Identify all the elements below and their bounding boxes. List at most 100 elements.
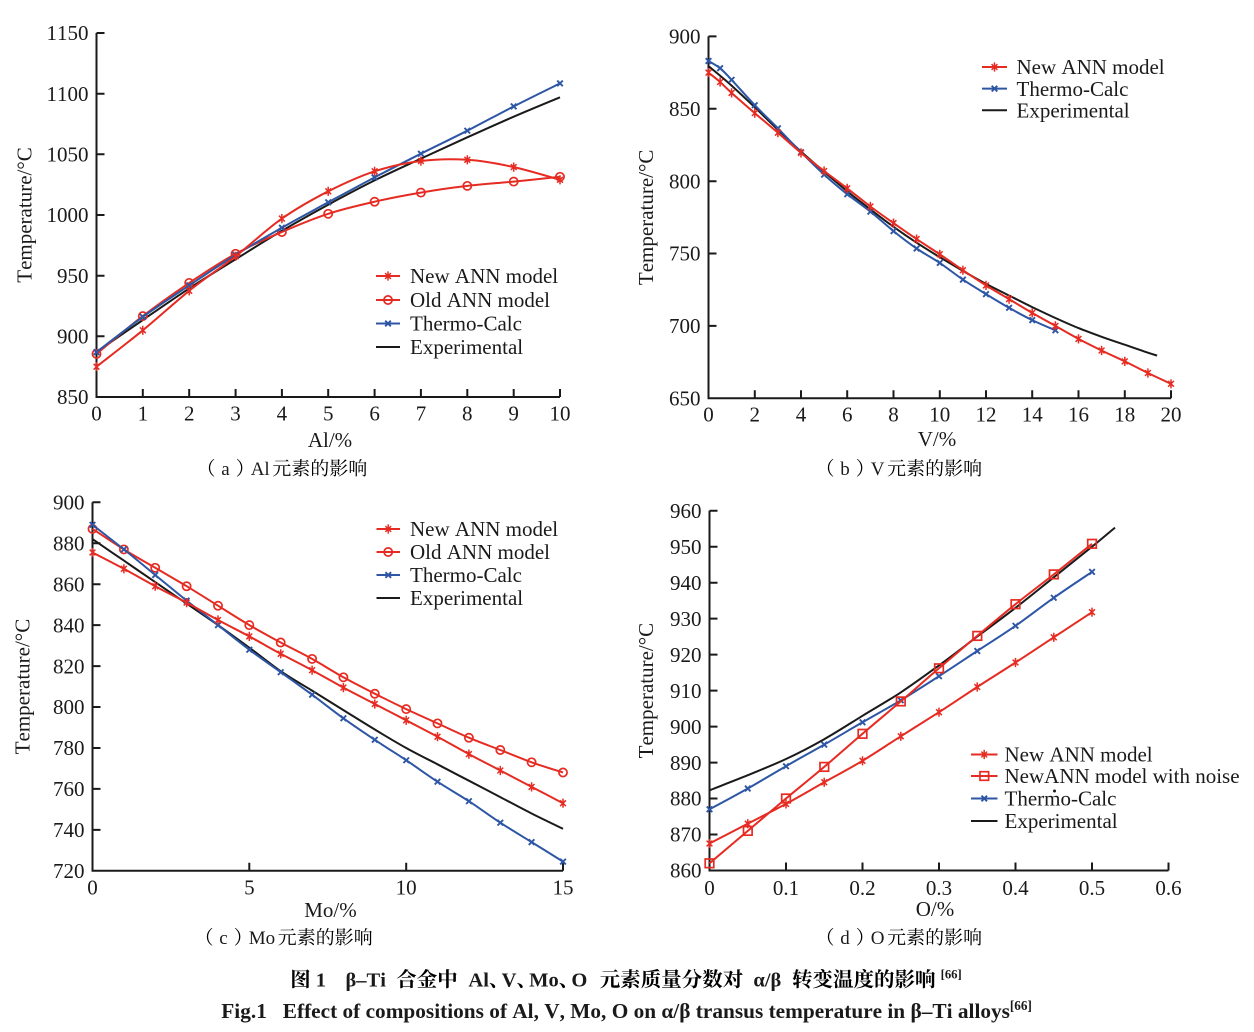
- svg-text:10: 10: [550, 402, 571, 426]
- svg-text:Old ANN model: Old ANN model: [410, 288, 550, 312]
- svg-text:Experimental: Experimental: [410, 586, 523, 610]
- svg-text:960: 960: [670, 499, 702, 523]
- svg-text:760: 760: [53, 777, 85, 801]
- svg-text:b: b: [840, 459, 850, 480]
- svg-text:New ANN model: New ANN model: [410, 264, 558, 288]
- svg-text:910: 910: [670, 679, 702, 703]
- svg-text:Temperature/°C: Temperature/°C: [11, 619, 35, 755]
- svg-text:0: 0: [704, 876, 715, 900]
- svg-text:20: 20: [1161, 403, 1182, 427]
- svg-text:18: 18: [1114, 403, 1135, 427]
- svg-text:V: V: [871, 459, 885, 480]
- svg-text:6: 6: [369, 402, 380, 426]
- svg-text:750: 750: [669, 242, 701, 266]
- svg-text:O/%: O/%: [916, 897, 955, 921]
- svg-text:0: 0: [91, 402, 102, 426]
- svg-text:of: of: [343, 999, 362, 1023]
- svg-text:780: 780: [53, 736, 85, 760]
- svg-text:870: 870: [670, 823, 702, 847]
- svg-text:V: V: [502, 970, 517, 992]
- svg-text:V,: V,: [544, 999, 565, 1023]
- svg-text:Thermo-Calc: Thermo-Calc: [1017, 77, 1129, 101]
- svg-text:Mo/%: Mo/%: [304, 898, 357, 922]
- svg-text:Temperature/°C: Temperature/°C: [634, 623, 658, 759]
- svg-text:3: 3: [230, 402, 241, 426]
- svg-text:O: O: [871, 928, 885, 949]
- svg-text:Temperature/°C: Temperature/°C: [13, 147, 37, 283]
- svg-text:Thermo-Calc: Thermo-Calc: [410, 563, 522, 587]
- svg-text:temperature: temperature: [769, 999, 883, 1023]
- svg-text:10: 10: [929, 403, 950, 427]
- svg-text:15: 15: [553, 876, 574, 900]
- svg-text:900: 900: [57, 325, 89, 349]
- svg-text:Al,: Al,: [512, 999, 539, 1023]
- svg-text:940: 940: [670, 571, 702, 595]
- svg-text:14: 14: [1022, 403, 1044, 427]
- svg-text:900: 900: [670, 715, 702, 739]
- svg-text:920: 920: [670, 643, 702, 667]
- svg-text:12: 12: [976, 403, 997, 427]
- svg-text:4: 4: [796, 403, 807, 427]
- svg-text:1: 1: [316, 970, 326, 992]
- svg-text:930: 930: [670, 607, 702, 631]
- svg-text:O: O: [571, 970, 587, 992]
- svg-text:6: 6: [842, 403, 853, 427]
- svg-text:compositions: compositions: [366, 999, 484, 1023]
- svg-text:New ANN model: New ANN model: [1017, 55, 1165, 79]
- svg-text:650: 650: [669, 387, 701, 411]
- svg-text:0.5: 0.5: [1079, 876, 1105, 900]
- svg-text:1050: 1050: [47, 143, 89, 167]
- svg-text:700: 700: [669, 314, 701, 338]
- svg-text:transus: transus: [696, 999, 763, 1023]
- svg-text:on: on: [634, 999, 657, 1023]
- svg-text:9: 9: [508, 402, 519, 426]
- svg-text:1100: 1100: [47, 82, 89, 106]
- svg-text:900: 900: [669, 25, 701, 49]
- svg-text:α/β: α/β: [753, 970, 781, 992]
- svg-text:in: in: [887, 999, 905, 1023]
- svg-text:Effect: Effect: [283, 999, 337, 1023]
- svg-text:950: 950: [57, 264, 89, 288]
- svg-text:7: 7: [416, 402, 427, 426]
- svg-text:880: 880: [53, 531, 85, 555]
- svg-text:0: 0: [703, 403, 714, 427]
- svg-text:[66]: [66]: [941, 968, 962, 982]
- svg-text:800: 800: [53, 695, 85, 719]
- svg-text:Experimental: Experimental: [1005, 809, 1118, 833]
- svg-text:Thermo-Calc: Thermo-Calc: [1005, 787, 1117, 811]
- svg-text:0.6: 0.6: [1155, 876, 1181, 900]
- svg-text:0.2: 0.2: [849, 876, 875, 900]
- svg-text:0: 0: [87, 876, 98, 900]
- svg-text:10: 10: [396, 876, 417, 900]
- svg-text:0.3: 0.3: [926, 876, 952, 900]
- svg-text:740: 740: [53, 818, 85, 842]
- svg-text:New ANN model: New ANN model: [1005, 743, 1153, 767]
- svg-text:NewANN model with noise: NewANN model with noise: [1005, 764, 1240, 788]
- svg-text:O: O: [612, 999, 629, 1023]
- svg-text:Al: Al: [468, 970, 489, 992]
- svg-text:850: 850: [57, 385, 89, 409]
- svg-text:V/%: V/%: [918, 427, 957, 451]
- svg-text:0.4: 0.4: [1002, 876, 1029, 900]
- svg-text:8: 8: [462, 402, 473, 426]
- svg-text:860: 860: [670, 859, 702, 883]
- svg-text:Mo,: Mo,: [570, 999, 606, 1023]
- svg-text:Al: Al: [251, 459, 270, 480]
- svg-text:5: 5: [244, 876, 255, 900]
- svg-text:Fig.1: Fig.1: [221, 999, 267, 1023]
- svg-text:820: 820: [53, 654, 85, 678]
- svg-text:5: 5: [323, 402, 334, 426]
- svg-text:Experimental: Experimental: [1017, 98, 1130, 122]
- svg-text:Temperature/°C: Temperature/°C: [634, 150, 658, 286]
- svg-text:1150: 1150: [47, 21, 89, 45]
- svg-text:d: d: [840, 928, 850, 949]
- svg-text:16: 16: [1068, 403, 1089, 427]
- svg-text:900: 900: [53, 491, 85, 515]
- svg-text:950: 950: [670, 535, 702, 559]
- svg-text:4: 4: [277, 402, 288, 426]
- svg-text:860: 860: [53, 572, 85, 596]
- svg-text:alloys: alloys: [958, 999, 1010, 1023]
- svg-text:Old ANN model: Old ANN model: [410, 540, 550, 564]
- svg-text:1: 1: [138, 402, 149, 426]
- svg-text:[66]: [66]: [1010, 998, 1032, 1013]
